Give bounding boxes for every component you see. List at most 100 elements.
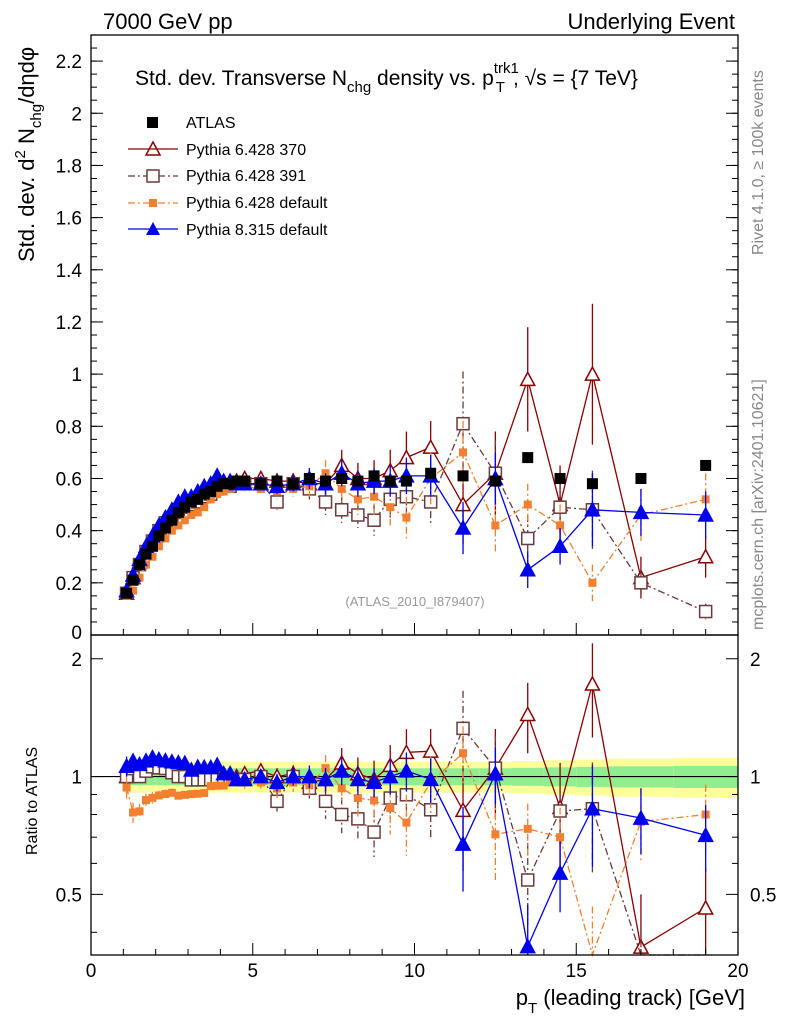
plot-title: Std. dev. Transverse Nchg density vs. pt… — [135, 60, 638, 96]
p6def-ratio-point — [180, 790, 189, 799]
atlas-point — [271, 475, 283, 487]
header-right: Underlying Event — [567, 9, 735, 34]
p6def-point — [459, 448, 468, 457]
p6def-point — [353, 495, 362, 504]
p6def-point — [523, 500, 532, 509]
y-tick-label: 0.4 — [56, 522, 83, 543]
y-axis-label-ratio: Ratio to ATLAS — [24, 747, 41, 855]
p6def-ratio-point — [200, 789, 209, 798]
legend-p370-label: Pythia 6.428 370 — [186, 142, 306, 159]
p370-ratio-line — [126, 683, 706, 949]
atlas-point — [198, 488, 210, 500]
atlas-point — [522, 452, 534, 464]
p391-point — [334, 503, 349, 517]
p370-point — [584, 365, 601, 381]
p8-ratio-point — [349, 770, 367, 787]
p8-point — [584, 501, 601, 517]
atlas-point — [255, 478, 267, 490]
p8-ratio-point — [454, 835, 472, 851]
atlas-point — [159, 522, 171, 534]
y-tick-label: 0.8 — [56, 417, 82, 438]
p6def-line — [126, 451, 706, 597]
y-tick-label: 2.2 — [56, 52, 82, 73]
p370-point — [697, 548, 714, 564]
p6def-point — [193, 508, 202, 517]
atlas-point — [134, 559, 146, 571]
legend-p6def: Pythia 6.428 default — [128, 195, 328, 212]
p6def-point — [219, 487, 228, 496]
legend-p6def-marker — [149, 199, 157, 207]
legend-p370-marker — [144, 140, 162, 156]
y-tick-label: 1 — [71, 365, 82, 386]
legend-p8-label: Pythia 8.315 default — [186, 222, 328, 239]
p6def-ratio-point — [148, 793, 157, 802]
p8-series — [118, 452, 714, 598]
atlas-point — [352, 475, 364, 487]
p6def-point — [213, 490, 222, 499]
p6def-point — [386, 503, 395, 512]
atlas-point — [457, 470, 469, 482]
ratio-tick-label: 2 — [71, 650, 82, 671]
p8-ratio-point — [365, 773, 383, 789]
legend-atlas: ATLAS — [147, 115, 236, 132]
y-tick-label: 2 — [71, 104, 82, 125]
legend-p8: Pythia 8.315 default — [128, 222, 328, 239]
y-tick-label: 0.6 — [56, 469, 82, 490]
mcplots-label: mcplots.cern.ch [arXiv:2401.10621] — [750, 379, 767, 630]
p391-point — [634, 576, 648, 590]
p8-ratio-point — [236, 770, 253, 787]
p391-line — [125, 422, 706, 613]
x-tick-label: 10 — [404, 961, 425, 982]
p6def-ratio-point — [174, 791, 183, 800]
atlas-point — [384, 475, 396, 487]
p6def-ratio-point — [141, 796, 150, 805]
header-left: 7000 GeV pp — [103, 9, 233, 34]
p370-series — [118, 303, 714, 601]
y-tick-label: 1.6 — [56, 209, 82, 230]
y-tick-label: 0.2 — [56, 574, 82, 595]
ratio-tick-label-right: 1 — [750, 768, 761, 789]
legend-p391: Pythia 6.428 391 — [128, 168, 306, 185]
p6def-ratio-point — [459, 749, 468, 758]
atlas-point — [239, 475, 251, 487]
atlas-point — [320, 475, 332, 487]
p6def-ratio-point — [187, 790, 196, 799]
legend-p391-marker — [146, 169, 160, 183]
atlas-point — [336, 472, 348, 484]
p6def-ratio-point — [491, 830, 500, 839]
atlas-point — [425, 467, 437, 479]
p370-point — [519, 370, 536, 387]
atlas-point — [231, 475, 243, 487]
atlas-point — [700, 459, 712, 471]
legend-p6def-label: Pythia 6.428 default — [186, 195, 328, 212]
p6def-ratio-point — [523, 824, 532, 833]
p8-ratio-point — [551, 864, 569, 880]
legend-atlas-label: ATLAS — [186, 115, 236, 132]
p8-point — [632, 503, 650, 520]
atlas-point — [489, 475, 501, 487]
p391-point — [520, 531, 535, 546]
ratio-tick-label: 1 — [71, 768, 82, 789]
atlas-point — [166, 514, 178, 526]
p6def-ratio-point — [353, 794, 362, 803]
legend-p8-marker — [146, 222, 160, 235]
p370-ratio-point — [584, 675, 601, 691]
p6def-ratio-point — [213, 781, 222, 790]
legend-atlas-marker — [147, 117, 158, 128]
p6def-ratio-point — [154, 791, 163, 800]
p6def-point — [161, 534, 170, 543]
p391-ratio-point — [318, 794, 333, 809]
p6def-point — [154, 542, 163, 551]
atlas-point — [153, 530, 165, 542]
p391-point — [698, 604, 713, 619]
atlas-point — [172, 506, 184, 518]
p6def-ratio-point — [556, 833, 565, 842]
p6def-point — [187, 511, 196, 519]
p370-ratio-point — [519, 705, 536, 722]
p6def-ratio-point — [402, 818, 411, 827]
p6def-point — [337, 484, 346, 493]
p6def-point — [135, 573, 144, 582]
p6def-ratio-point — [226, 778, 235, 787]
p8-point — [454, 519, 472, 535]
